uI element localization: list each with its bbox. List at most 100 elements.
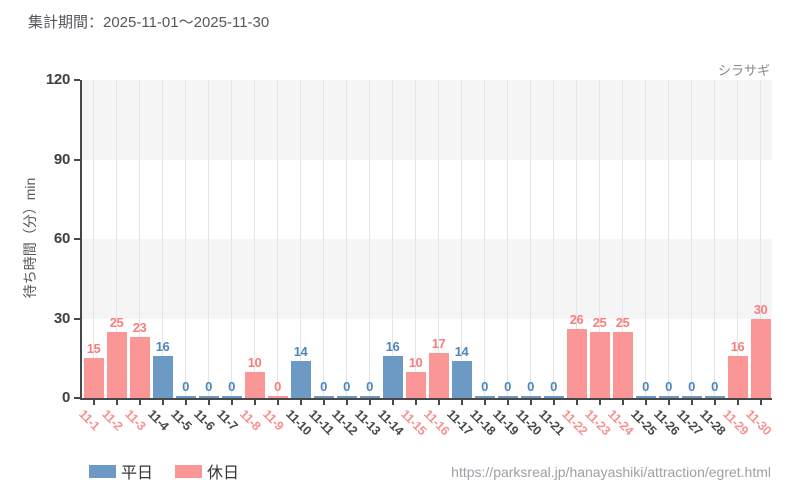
gridline xyxy=(300,80,301,398)
bar-value-label: 0 xyxy=(711,379,718,394)
bar-11-26 xyxy=(658,396,679,398)
bar-11-24 xyxy=(612,331,633,398)
gridline xyxy=(93,80,94,398)
bar-11-10 xyxy=(290,360,311,398)
bar-value-label: 14 xyxy=(454,343,469,359)
bar-11-15 xyxy=(405,371,426,398)
bar-value-label: 25 xyxy=(615,314,630,330)
gridline xyxy=(162,80,163,398)
x-tick-label: 11-14 xyxy=(374,407,406,438)
x-axis-tick xyxy=(115,400,118,405)
bar-value-label: 0 xyxy=(228,379,235,394)
bar-11-3 xyxy=(129,337,150,398)
y-axis-tick xyxy=(74,158,80,161)
report-period-title: 集計期間：2025-11-01～2025-11-30 xyxy=(28,14,270,31)
gridline xyxy=(507,80,508,398)
plot-band xyxy=(82,80,772,160)
legend-label-holiday: 休日 xyxy=(207,465,240,482)
x-axis-tick xyxy=(184,400,187,405)
bar-11-29 xyxy=(727,355,748,398)
gridline xyxy=(760,80,761,398)
x-axis-tick xyxy=(598,400,601,405)
bar-11-23 xyxy=(589,331,610,398)
gridline xyxy=(737,80,738,398)
holiday-color-swatch xyxy=(175,464,203,478)
x-axis-tick xyxy=(460,400,463,405)
gridline xyxy=(254,80,255,398)
legend-item-weekday: 平日 xyxy=(89,459,153,483)
attraction-name-label: シラサギ xyxy=(717,63,770,78)
x-tick-label: 11-8 xyxy=(236,407,263,434)
x-axis-tick xyxy=(644,400,647,405)
bar-11-28 xyxy=(704,396,725,398)
x-axis-tick xyxy=(391,400,394,405)
bar-11-19 xyxy=(497,396,518,398)
weekday-color-swatch xyxy=(89,464,116,478)
gridline xyxy=(415,80,416,398)
x-tick-label: 11-27 xyxy=(673,407,705,438)
bar-11-17 xyxy=(451,360,472,398)
gridline xyxy=(346,80,347,398)
bar-11-18 xyxy=(474,396,495,398)
bar-value-label: 0 xyxy=(550,379,557,394)
x-axis-tick xyxy=(207,400,210,405)
x-axis-tick xyxy=(368,400,371,405)
bar-value-label: 23 xyxy=(132,320,147,336)
bar-11-9 xyxy=(267,396,288,398)
x-tick-label: 11-30 xyxy=(742,407,774,438)
x-axis-tick xyxy=(713,400,716,405)
x-tick-label: 11-18 xyxy=(466,407,498,438)
bar-value-label: 10 xyxy=(247,354,262,370)
y-tick-label: 30 xyxy=(53,309,70,327)
gridline xyxy=(461,80,462,398)
bar-value-label: 0 xyxy=(205,379,212,394)
x-axis-tick xyxy=(575,400,578,405)
plot-band xyxy=(82,239,772,319)
bar-value-label: 17 xyxy=(431,335,446,351)
bar-11-8 xyxy=(244,371,265,398)
gridline xyxy=(369,80,370,398)
x-axis-tick xyxy=(621,400,624,405)
bar-11-6 xyxy=(198,396,219,398)
x-tick-label: 11-12 xyxy=(328,407,360,438)
bar-value-label: 0 xyxy=(665,379,672,394)
x-tick-label: 11-9 xyxy=(259,407,286,434)
bar-value-label: 10 xyxy=(408,354,423,370)
y-tick-label: 120 xyxy=(45,71,70,88)
x-tick-label: 11-1 xyxy=(75,407,102,434)
gridline xyxy=(576,80,577,398)
gridline xyxy=(438,80,439,398)
bar-value-label: 25 xyxy=(592,314,607,330)
y-axis-tick xyxy=(74,238,80,240)
x-tick-label: 11-7 xyxy=(213,407,240,434)
gridline xyxy=(277,80,278,398)
bar-11-5 xyxy=(175,396,196,398)
bar-value-label: 0 xyxy=(320,379,327,394)
y-tick-label: 60 xyxy=(53,230,70,247)
bar-11-16 xyxy=(428,352,449,398)
bar-value-label: 26 xyxy=(569,312,584,328)
x-axis-tick xyxy=(138,400,141,405)
x-axis-tick xyxy=(506,400,509,405)
bar-value-label: 0 xyxy=(274,379,281,394)
bar-value-label: 25 xyxy=(109,314,124,330)
x-axis-tick xyxy=(736,400,739,405)
bar-11-25 xyxy=(635,396,656,398)
gridline xyxy=(691,80,692,398)
bar-value-label: 16 xyxy=(730,338,745,354)
bar-11-2 xyxy=(106,331,127,398)
x-axis-tick xyxy=(345,400,348,405)
source-url: https://parksreal.jp/hanayashiki/attract… xyxy=(451,464,771,480)
x-tick-label: 11-28 xyxy=(696,407,728,438)
bar-11-13 xyxy=(359,396,380,398)
bar-11-30 xyxy=(750,318,771,398)
x-tick-label: 11-15 xyxy=(397,407,429,438)
bar-value-label: 0 xyxy=(504,379,511,394)
x-axis-tick xyxy=(667,400,670,405)
bar-value-label: 0 xyxy=(481,379,488,394)
y-axis-tick xyxy=(74,397,80,399)
gridline xyxy=(530,80,531,398)
gridline xyxy=(116,80,117,398)
gridline xyxy=(392,80,393,398)
bar-11-27 xyxy=(681,396,702,398)
